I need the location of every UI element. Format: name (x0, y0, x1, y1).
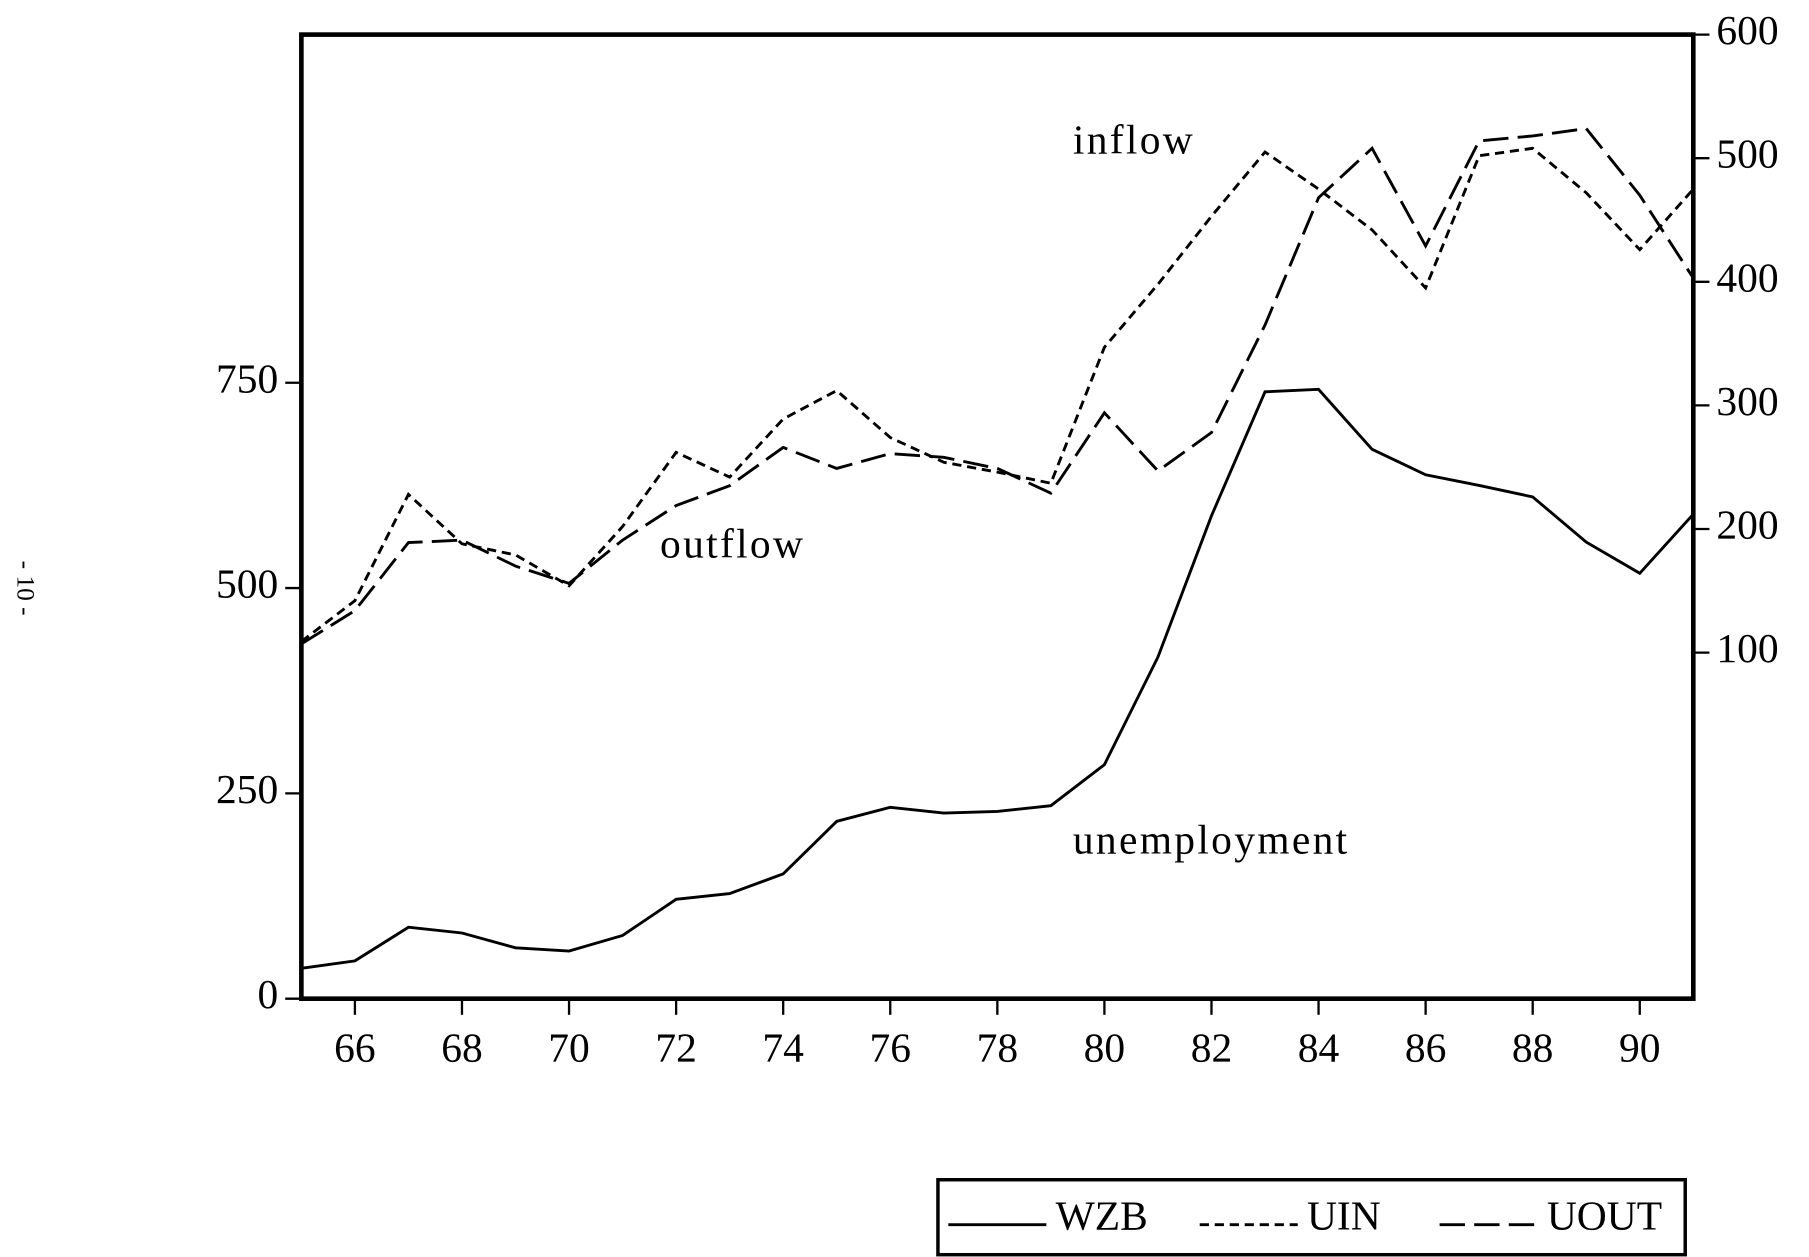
legend-label: WZB (1056, 1193, 1148, 1239)
series-line (301, 387, 1695, 970)
legend-box (936, 1178, 1687, 1257)
y-tick-label: 0 (258, 971, 279, 1017)
series-line (300, 146, 1695, 643)
x-tick-label: 84 (1298, 1024, 1340, 1070)
y2-tick-label: 300 (1716, 378, 1778, 424)
annotation: outflow (660, 520, 805, 566)
x-tick-label: 86 (1405, 1024, 1447, 1070)
y-tick-label: 250 (216, 766, 278, 812)
y2-tick-label: 500 (1716, 131, 1778, 177)
y2-tick-label: 200 (1716, 502, 1778, 548)
x-tick-label: 80 (1084, 1024, 1126, 1070)
x-tick-label: 68 (441, 1024, 483, 1070)
annotation: unemployment (1073, 817, 1350, 863)
x-tick-label: 76 (870, 1024, 911, 1070)
x-tick-label: 72 (655, 1024, 697, 1070)
x-tick-label: 88 (1512, 1024, 1553, 1070)
y-tick-label: 500 (216, 561, 278, 607)
x-tick-label: 82 (1191, 1024, 1232, 1070)
plot-frame (299, 32, 1696, 1001)
y2-tick-label: 400 (1716, 254, 1778, 300)
x-tick-label: 74 (762, 1024, 804, 1070)
legend-label: UOUT (1547, 1193, 1662, 1239)
annotation: inflow (1073, 117, 1195, 163)
y-tick-label: 750 (216, 355, 278, 401)
y2-tick-label: 100 (1716, 625, 1778, 671)
page-label: - 10 - (12, 561, 40, 616)
x-tick-label: 78 (977, 1024, 1019, 1070)
x-tick-label: 70 (548, 1024, 590, 1070)
y2-tick-label: 600 (1716, 7, 1778, 53)
series-line (300, 126, 1695, 646)
x-tick-label: 90 (1619, 1024, 1661, 1070)
x-tick-label: 66 (334, 1024, 376, 1070)
legend-label: UIN (1307, 1193, 1381, 1239)
